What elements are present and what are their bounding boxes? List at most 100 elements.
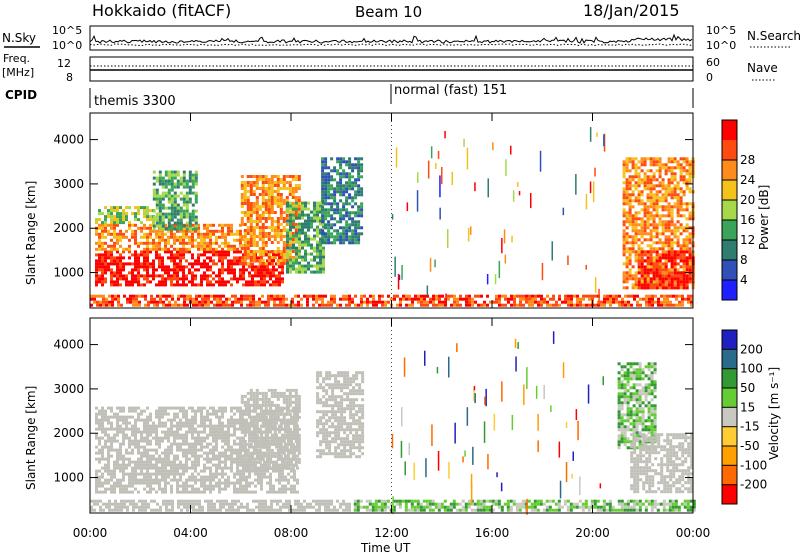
data-cell: [345, 214, 349, 218]
data-cell: [194, 487, 197, 491]
data-cell: [640, 220, 644, 224]
data-cell: [667, 202, 671, 206]
data-cell: [182, 274, 185, 278]
data-cell: [275, 460, 278, 464]
data-cell: [144, 303, 147, 307]
data-cell: [104, 253, 107, 257]
data-cell: [307, 264, 310, 268]
data-cell: [354, 184, 358, 188]
data-cell: [230, 448, 233, 452]
data-cell: [342, 214, 346, 218]
data-cell: [661, 274, 665, 278]
data-cell: [269, 406, 272, 410]
data-cell: [230, 421, 233, 425]
data-cell: [263, 415, 266, 419]
data-cell: [206, 247, 209, 251]
data-cell: [236, 451, 239, 455]
data-cell: [149, 247, 152, 251]
data-cell: [345, 181, 349, 185]
data-cell: [351, 211, 355, 215]
data-cell: [101, 484, 104, 488]
data-cell: [227, 427, 230, 431]
data-cell: [113, 466, 116, 470]
data-cell: [294, 214, 298, 217]
data-cell: [212, 271, 215, 275]
data-streak: [592, 181, 595, 203]
data-cell: [194, 182, 198, 186]
data-cell: [336, 238, 340, 242]
data-cell: [254, 472, 257, 476]
data-cell: [170, 277, 173, 281]
data-cell: [179, 268, 182, 272]
data-cell: [215, 466, 218, 470]
data-cell: [164, 454, 167, 458]
data-cell: [155, 409, 158, 413]
data-cell: [152, 277, 155, 281]
data-cell: [122, 265, 125, 269]
data-cell: [304, 219, 307, 223]
data-cell: [140, 457, 143, 461]
data-cell: [107, 244, 110, 248]
data-cell: [354, 166, 358, 170]
data-cell: [104, 226, 107, 230]
data-cell: [185, 418, 188, 422]
data-cell: [313, 201, 316, 205]
data-cell: [255, 208, 259, 211]
data-cell: [522, 294, 525, 298]
data-cell: [652, 205, 656, 209]
data-cell: [304, 249, 307, 253]
data-cell: [678, 294, 681, 298]
data-cell: [179, 250, 182, 254]
data-cell: [98, 475, 101, 479]
data-cell: [167, 451, 170, 455]
data-cell: [243, 196, 247, 199]
data-cell: [313, 216, 316, 220]
data-cell: [113, 472, 116, 476]
data-cell: [185, 277, 188, 281]
data-cell: [176, 490, 179, 494]
data-cell: [188, 227, 192, 231]
data-cell: [261, 199, 265, 202]
data-cell: [658, 232, 662, 236]
data-cell: [667, 238, 671, 242]
data-cell: [676, 235, 680, 239]
data-cell: [131, 283, 134, 287]
data-cell: [288, 253, 292, 256]
data-cell: [622, 238, 626, 242]
data-cell: [297, 208, 301, 211]
data-cell: [324, 217, 328, 221]
data-cell: [179, 283, 182, 287]
data-cell: [655, 274, 659, 278]
data-cell: [246, 181, 250, 184]
data-cell: [218, 223, 221, 227]
data-cell: [161, 235, 164, 239]
data-cell: [336, 160, 340, 164]
data-cell: [149, 490, 152, 494]
data-cell: [246, 217, 250, 220]
data-cell: [137, 244, 140, 248]
data-cell: [333, 190, 337, 194]
data-cell: [194, 445, 197, 449]
data-cell: [185, 259, 188, 263]
data-cell: [95, 436, 98, 440]
data-cell: [257, 256, 260, 260]
data-cell: [246, 202, 250, 205]
data-cell: [310, 246, 313, 250]
data-cell: [170, 179, 174, 183]
data-cell: [230, 481, 233, 485]
data-cell: [206, 277, 209, 281]
data-cell: [95, 433, 98, 437]
data-cell: [336, 232, 340, 236]
data-cell: [140, 262, 143, 266]
data-cell: [149, 209, 152, 213]
data-cell: [282, 202, 286, 205]
data-cell: [273, 250, 277, 253]
data-cell: [122, 274, 125, 278]
data-cell: [282, 199, 286, 202]
data-cell: [673, 187, 677, 191]
data-cell: [122, 475, 125, 479]
data-cell: [176, 472, 179, 476]
data-cell: [664, 166, 668, 170]
data-cell: [164, 215, 168, 219]
data-cell: [252, 297, 255, 301]
